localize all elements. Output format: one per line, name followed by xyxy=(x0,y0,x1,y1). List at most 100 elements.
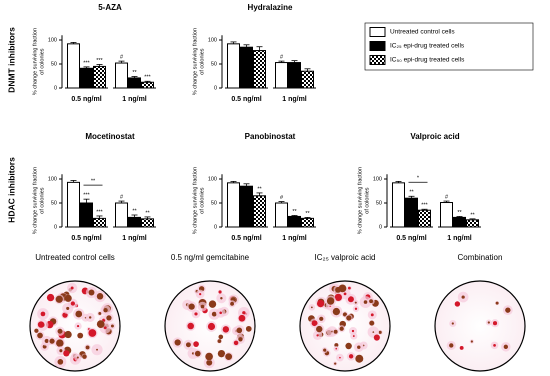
colony xyxy=(348,354,354,359)
colony xyxy=(343,292,347,296)
colony xyxy=(370,313,374,317)
y-tick-label: 0 xyxy=(214,224,217,230)
legend-label: IC₂₅ epi-drug treated cells xyxy=(390,43,465,50)
colony xyxy=(346,315,352,321)
colony xyxy=(451,322,454,325)
significance-label: ** xyxy=(470,212,475,218)
colony xyxy=(334,362,337,365)
chart-title: Hydralazine xyxy=(248,3,293,12)
colony xyxy=(77,332,84,339)
bar xyxy=(227,182,240,228)
y-axis-label: % change surviving fraction xyxy=(32,28,38,95)
colony xyxy=(37,321,45,328)
colony xyxy=(378,330,382,334)
colony xyxy=(338,284,347,293)
significance-label: # xyxy=(120,195,124,201)
chart-title: Panobinostat xyxy=(245,132,296,141)
x-tick-label: 0.5 ng/ml xyxy=(71,96,101,103)
bar xyxy=(115,202,128,228)
colony xyxy=(495,301,499,305)
colony xyxy=(238,337,243,342)
significance-label: # xyxy=(280,55,284,61)
colony xyxy=(188,303,195,310)
colony xyxy=(85,345,90,350)
y-tick-label: 100 xyxy=(208,176,217,182)
colony xyxy=(355,354,364,363)
colony xyxy=(218,290,222,294)
colony xyxy=(230,301,234,306)
significance-label: *** xyxy=(421,203,428,209)
significance-label: *** xyxy=(96,58,103,64)
colony xyxy=(316,325,323,333)
bar xyxy=(466,219,479,228)
y-axis-label: of colonies xyxy=(199,48,205,75)
colony xyxy=(206,359,213,366)
legend-swatch xyxy=(369,27,386,37)
y-tick-label: 50 xyxy=(211,200,217,206)
colony xyxy=(218,334,224,340)
y-tick-label: 0 xyxy=(54,85,57,91)
colony xyxy=(335,347,338,350)
colony xyxy=(57,328,63,334)
colony xyxy=(236,327,243,334)
colony xyxy=(88,316,92,319)
colony xyxy=(461,295,465,299)
colony xyxy=(96,293,104,300)
colony xyxy=(487,321,490,324)
legend-label: Untreated control cells xyxy=(390,29,455,36)
colony xyxy=(211,311,217,317)
x-tick-label: 1 ng/ml xyxy=(282,96,307,103)
colony xyxy=(185,342,191,348)
colony xyxy=(316,299,325,308)
y-tick-label: 50 xyxy=(51,200,57,206)
bar xyxy=(253,50,266,89)
colony xyxy=(64,294,72,302)
colony xyxy=(242,311,246,315)
bar xyxy=(80,202,93,228)
colony xyxy=(357,345,361,349)
dish-label: Combination xyxy=(458,253,503,262)
colony xyxy=(64,330,72,339)
colony xyxy=(459,346,464,350)
y-tick-label: 0 xyxy=(379,224,382,230)
significance-label: *** xyxy=(83,193,90,199)
colony xyxy=(103,308,108,313)
colony xyxy=(56,339,64,347)
colony xyxy=(217,339,222,344)
colony xyxy=(334,293,342,302)
y-axis-label: % change surviving fraction xyxy=(192,167,198,234)
significance-label: ** xyxy=(409,190,414,196)
bar xyxy=(301,217,314,228)
colony xyxy=(219,311,222,315)
y-axis-label: % change surviving fraction xyxy=(32,167,38,234)
colony xyxy=(88,289,95,296)
x-tick-label: 1 ng/ml xyxy=(122,235,147,242)
colony xyxy=(110,324,114,328)
colony xyxy=(57,359,64,365)
bar xyxy=(392,182,405,228)
dish-label: Untreated control cells xyxy=(35,253,115,262)
colony xyxy=(217,349,226,358)
colony xyxy=(106,315,112,321)
y-axis-label: % change surviving fraction xyxy=(192,28,198,95)
colony xyxy=(505,307,511,313)
bar xyxy=(115,62,128,89)
x-tick-label: 0.5 ng/ml xyxy=(231,96,261,103)
bar xyxy=(275,202,288,228)
chart-title: 5-AZA xyxy=(98,3,122,12)
dish-label: 0.5 ng/ml gemcitabine xyxy=(171,253,250,262)
bar xyxy=(253,195,266,228)
colony xyxy=(208,300,217,308)
colony xyxy=(339,326,344,331)
colony xyxy=(345,342,352,350)
colony xyxy=(200,304,205,309)
chart-title: Mocetinostat xyxy=(85,132,135,141)
colony xyxy=(233,340,239,346)
colony xyxy=(207,322,216,331)
colony xyxy=(187,322,194,330)
colony xyxy=(63,350,70,357)
y-tick-label: 100 xyxy=(48,176,57,182)
bar xyxy=(141,218,154,228)
significance-label: ** xyxy=(132,70,137,76)
colony xyxy=(199,292,202,296)
